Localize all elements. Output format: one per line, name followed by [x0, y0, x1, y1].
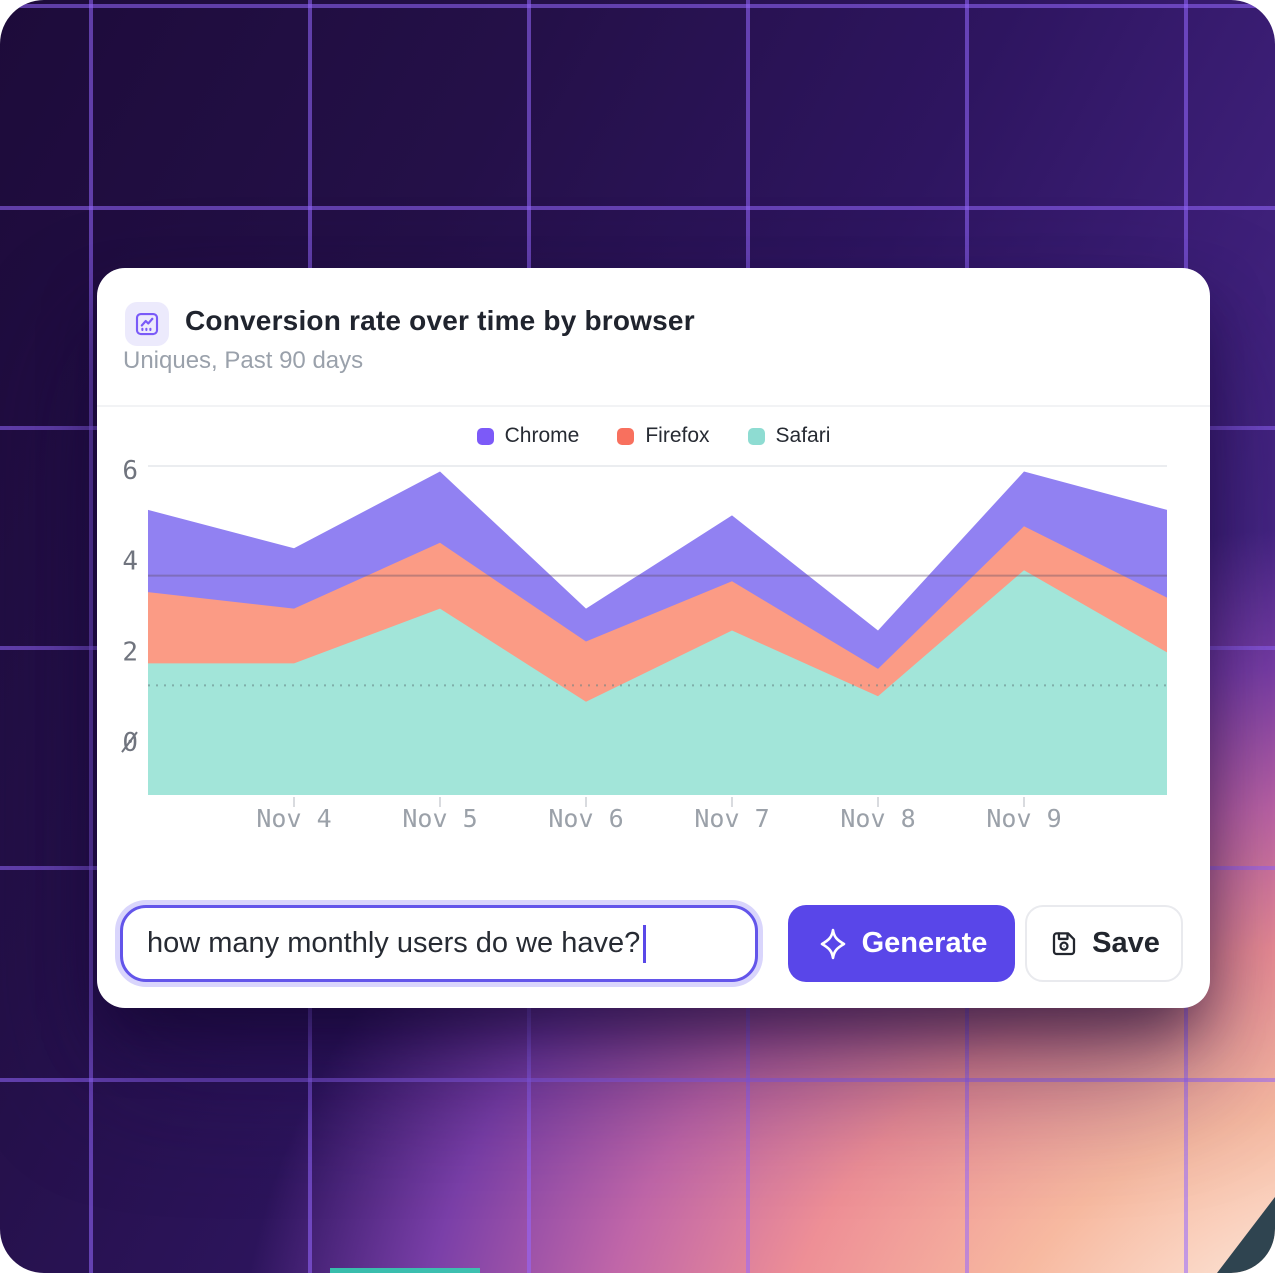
sparkle-icon [820, 928, 845, 959]
prompt-input[interactable]: how many monthly users do we have? [120, 905, 758, 982]
divider [97, 405, 1210, 407]
bottom-teal-accent [330, 1268, 480, 1273]
grid-line-horizontal [0, 206, 1275, 210]
save-icon [1052, 931, 1076, 955]
x-tick-label: Nov 7 [694, 804, 769, 833]
prompt-input-value: how many monthly users do we have? [147, 927, 641, 959]
corner-accent [1217, 1197, 1275, 1273]
area-safari [148, 570, 1167, 795]
slashed-zero-mark [121, 731, 138, 753]
x-tick-label: Nov 4 [256, 804, 331, 833]
grid-line-vertical [89, 0, 93, 1273]
y-tick-label: 4 [122, 547, 138, 577]
generate-button[interactable]: Generate [788, 905, 1015, 982]
x-tick-label: Nov 9 [986, 804, 1061, 833]
text-caret [643, 924, 647, 963]
legend-item-chrome: Chrome [476, 424, 580, 448]
legend-item-firefox: Firefox [617, 424, 710, 448]
save-button[interactable]: Save [1025, 905, 1183, 982]
legend-swatch [747, 427, 765, 445]
chart-card: Conversion rate over time by browser Uni… [97, 268, 1210, 1008]
legend-item-safari: Safari [747, 424, 831, 448]
y-tick-label: 2 [122, 637, 138, 667]
legend-label: Safari [775, 424, 831, 447]
save-button-label: Save [1092, 927, 1160, 959]
x-tick-label: Nov 8 [840, 804, 915, 833]
chart-line-icon [125, 302, 169, 346]
grid-line-horizontal [0, 4, 1275, 8]
x-tick-label: Nov 6 [548, 804, 623, 833]
legend-label: Firefox [645, 424, 710, 447]
legend-swatch [617, 427, 635, 445]
page-title: Conversion rate over time by browser [185, 305, 695, 336]
generate-button-label: Generate [861, 927, 988, 959]
x-tick-label: Nov 5 [402, 804, 477, 833]
legend-label: Chrome [504, 424, 580, 447]
grid-line-horizontal [0, 1078, 1275, 1082]
legend-swatch [476, 427, 494, 445]
y-tick-label: 6 [122, 458, 138, 486]
card-subtitle: Uniques, Past 90 days [123, 347, 364, 374]
chart-legend: Chrome Firefox Safari [97, 424, 1210, 448]
